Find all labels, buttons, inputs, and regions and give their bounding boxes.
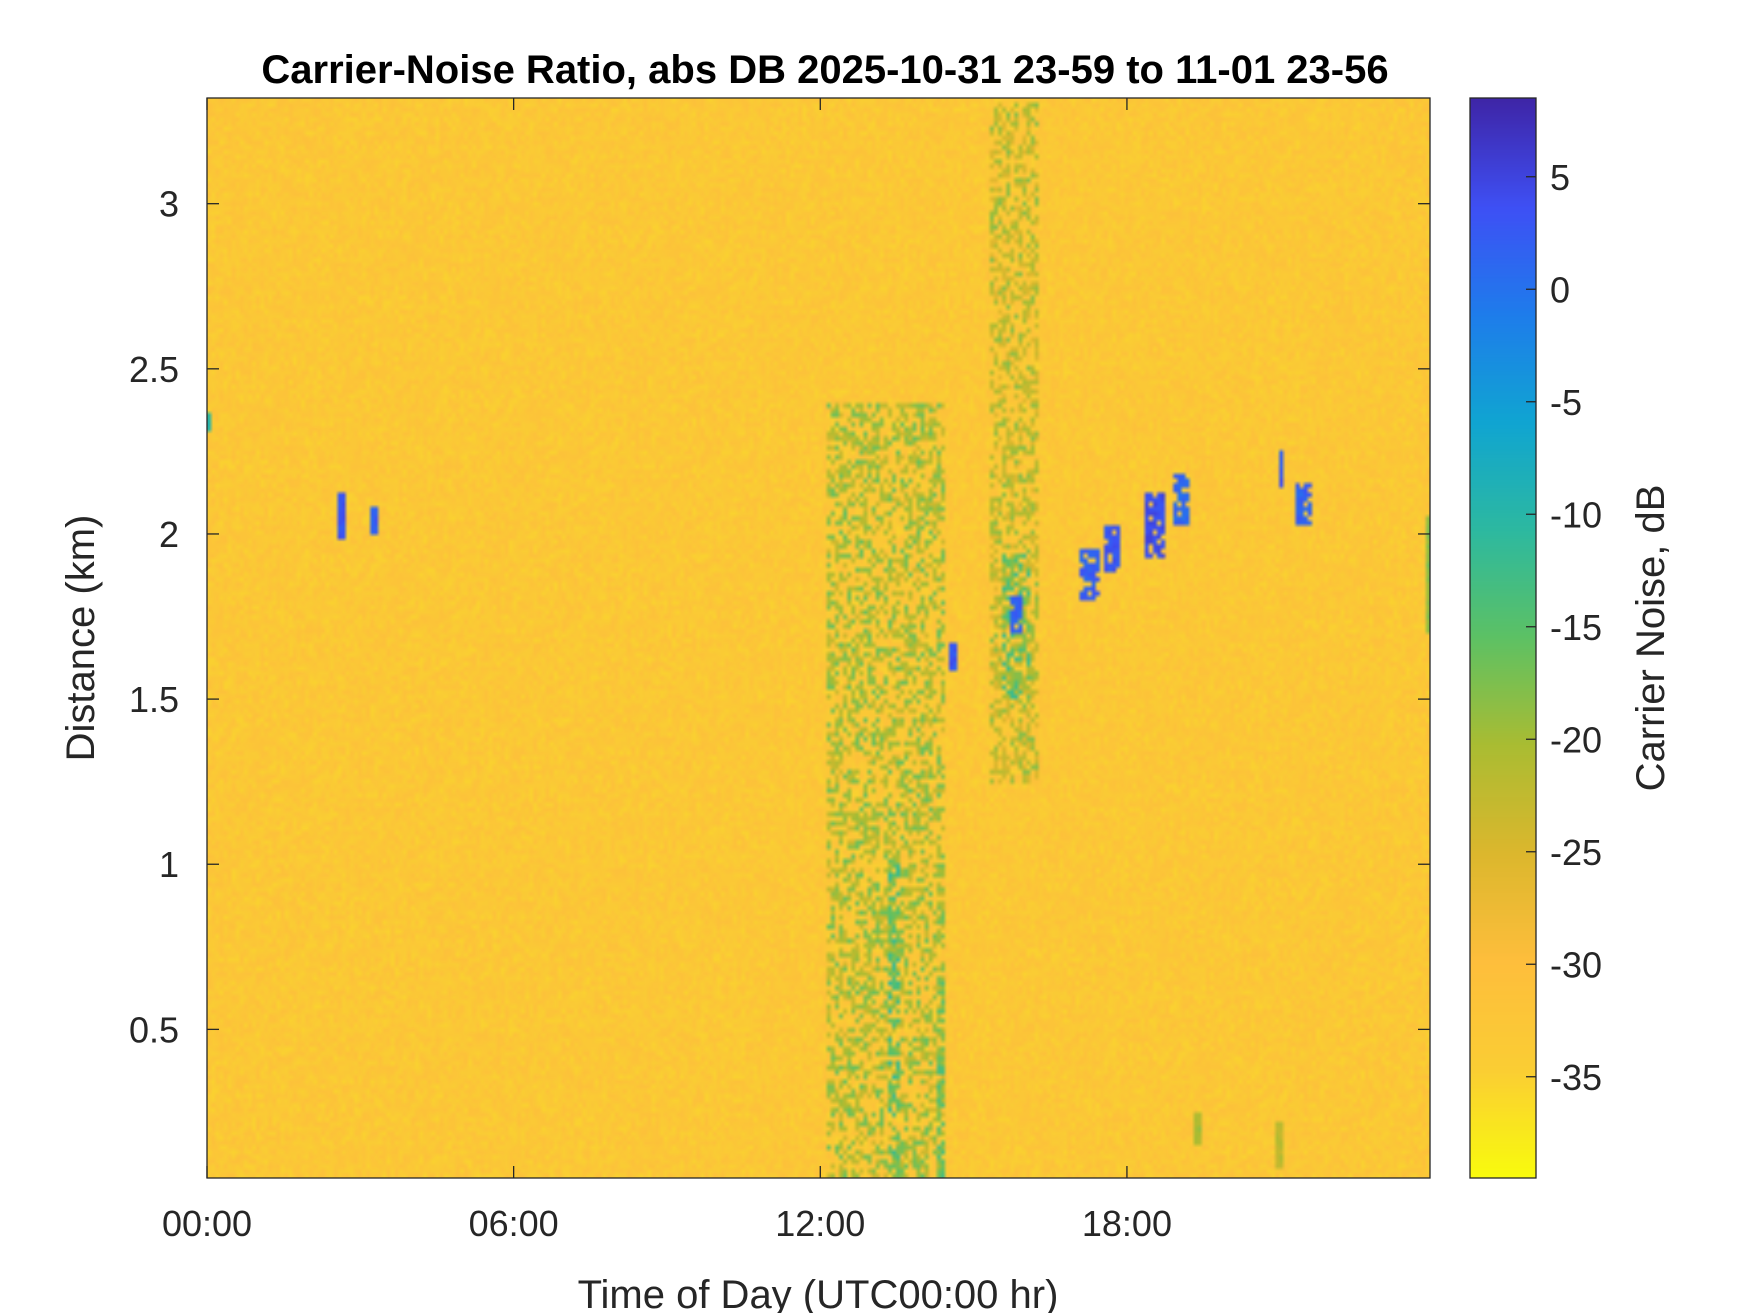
- colorbar-gradient: [1470, 98, 1536, 1178]
- colorbar-tick-label: -35: [1550, 1057, 1602, 1098]
- x-tick-label: 18:00: [1082, 1203, 1172, 1244]
- plot-area: [206, 97, 1431, 1179]
- colorbar-frame: [1469, 97, 1537, 1179]
- colorbar-tick-label: -15: [1550, 607, 1602, 648]
- colorbar-tick-label: -5: [1550, 382, 1582, 423]
- y-tick-label: 1.5: [129, 679, 179, 720]
- x-tick-label: 00:00: [162, 1203, 252, 1244]
- x-tick-label: 12:00: [775, 1203, 865, 1244]
- colorbar-tick-label: 5: [1550, 157, 1570, 198]
- colorbar: 5 0 -5 -10 -15 -20 -25 -30 -35 Carrier Noise, dB: [1469, 97, 1673, 1179]
- y-axis: 0.5 1 1.5 2 2.5 3: [129, 184, 1430, 1050]
- y-tick-label: 3: [159, 184, 179, 225]
- plot-frame: [206, 97, 1431, 1179]
- x-axis: 00:00 06:00 12:00 18:00: [162, 98, 1172, 1244]
- colorbar-label: Carrier Noise, dB: [1629, 485, 1673, 792]
- x-tick-label: 06:00: [469, 1203, 559, 1244]
- heatmap: [207, 98, 1430, 1178]
- chart-title: Carrier-Noise Ratio, abs DB 2025-10-31 2…: [261, 48, 1388, 92]
- y-tick-label: 1: [159, 844, 179, 885]
- colorbar-tick-label: -25: [1550, 832, 1602, 873]
- colorbar-tick-label: 0: [1550, 269, 1570, 310]
- colorbar-tick-label: -20: [1550, 719, 1602, 760]
- x-axis-label: Time of Day (UTC00:00 hr): [578, 1273, 1059, 1313]
- y-axis-label: Distance (km): [59, 515, 103, 762]
- y-tick-label: 0.5: [129, 1009, 179, 1050]
- colorbar-tick-label: -10: [1550, 494, 1602, 535]
- y-tick-label: 2.5: [129, 349, 179, 390]
- colorbar-ticks: 5 0 -5 -10 -15 -20 -25 -30 -35: [1526, 157, 1602, 1098]
- y-tick-label: 2: [159, 514, 179, 555]
- colorbar-tick-label: -30: [1550, 944, 1602, 985]
